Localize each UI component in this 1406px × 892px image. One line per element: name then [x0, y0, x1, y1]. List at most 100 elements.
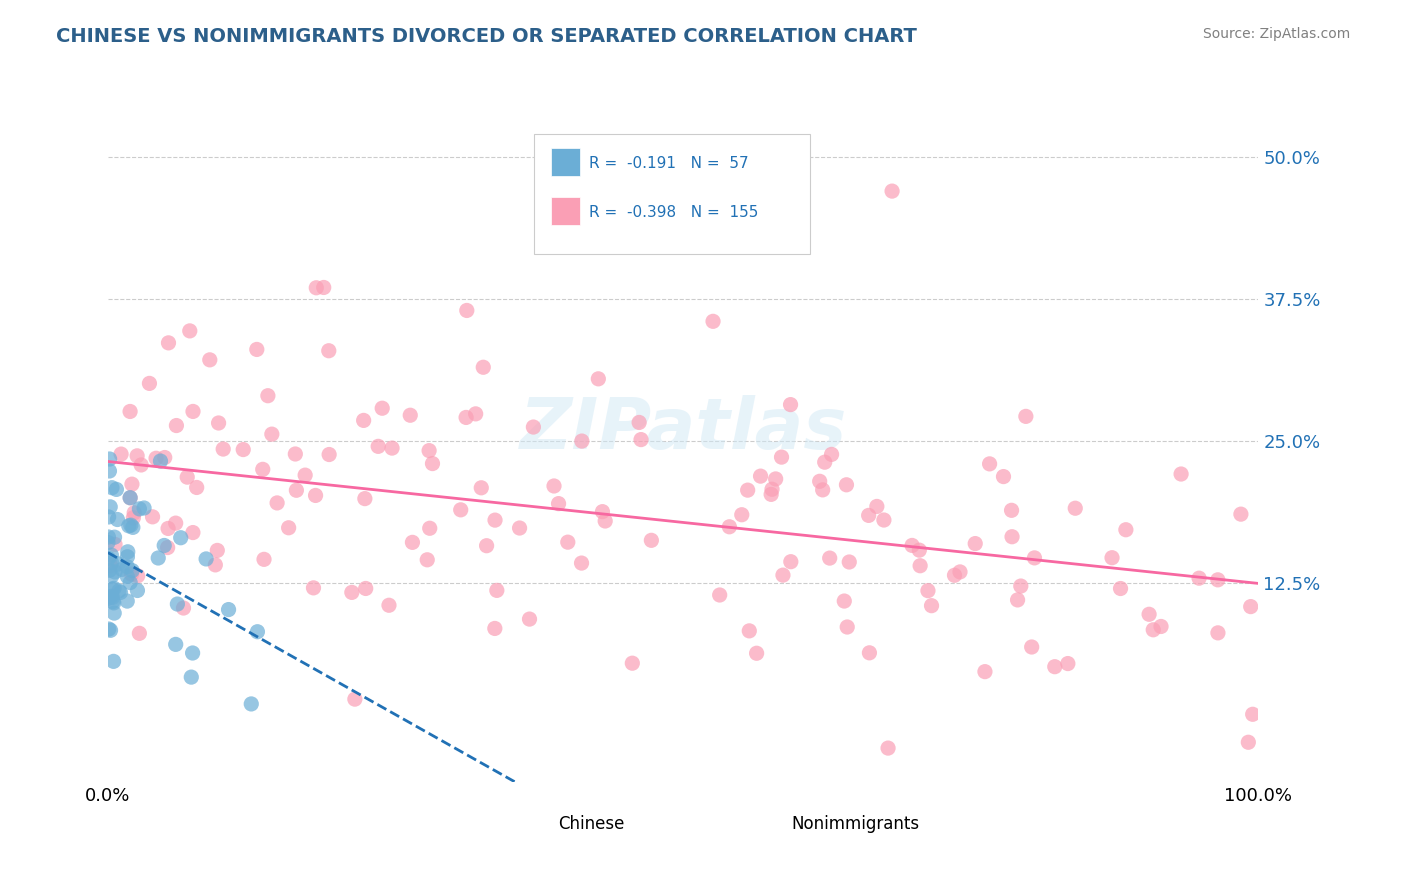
Nonimmigrants — [165, 516, 187, 530]
Nonimmigrants — [1024, 550, 1046, 565]
Nonimmigrants — [472, 360, 495, 375]
Nonimmigrants — [294, 468, 316, 483]
Chinese — [120, 518, 142, 533]
Chinese — [100, 548, 122, 562]
Nonimmigrants — [1137, 607, 1160, 622]
Nonimmigrants — [1015, 409, 1038, 424]
Nonimmigrants — [246, 343, 269, 357]
Chinese — [107, 557, 129, 571]
Chinese — [103, 596, 125, 610]
Nonimmigrants — [814, 455, 837, 469]
FancyBboxPatch shape — [534, 134, 810, 253]
Chinese — [115, 559, 138, 574]
Nonimmigrants — [832, 594, 855, 608]
Nonimmigrants — [198, 352, 221, 367]
Chinese — [103, 606, 125, 620]
Nonimmigrants — [312, 280, 335, 294]
FancyBboxPatch shape — [793, 814, 813, 835]
Nonimmigrants — [1109, 582, 1132, 596]
Chinese — [97, 510, 120, 524]
FancyBboxPatch shape — [522, 814, 543, 835]
Nonimmigrants — [104, 537, 127, 551]
Chinese — [166, 597, 188, 611]
Nonimmigrants — [253, 552, 276, 566]
Nonimmigrants — [173, 601, 195, 615]
Nonimmigrants — [873, 513, 896, 527]
Chinese — [100, 624, 122, 638]
Chinese — [97, 551, 120, 566]
Nonimmigrants — [122, 506, 145, 520]
Nonimmigrants — [1021, 640, 1043, 654]
Nonimmigrants — [1188, 571, 1211, 585]
Chinese — [121, 564, 143, 578]
Chinese — [101, 582, 124, 596]
Nonimmigrants — [1237, 735, 1260, 749]
Chinese — [105, 483, 128, 497]
Nonimmigrants — [120, 404, 142, 418]
Nonimmigrants — [266, 496, 288, 510]
Nonimmigrants — [718, 520, 741, 534]
Chinese — [165, 637, 187, 651]
Chinese — [246, 624, 269, 639]
Chinese — [127, 583, 149, 598]
Nonimmigrants — [232, 442, 254, 457]
Nonimmigrants — [640, 533, 662, 548]
Nonimmigrants — [157, 521, 180, 535]
Nonimmigrants — [156, 541, 179, 555]
Nonimmigrants — [543, 479, 565, 493]
Nonimmigrants — [1101, 550, 1123, 565]
Chinese — [181, 646, 204, 660]
Chinese — [98, 452, 121, 467]
Nonimmigrants — [399, 409, 422, 423]
Nonimmigrants — [484, 622, 506, 636]
Nonimmigrants — [207, 543, 229, 558]
Nonimmigrants — [943, 568, 966, 582]
Nonimmigrants — [371, 401, 394, 416]
Nonimmigrants — [121, 477, 143, 491]
Chinese — [120, 491, 142, 505]
Nonimmigrants — [993, 469, 1015, 483]
Nonimmigrants — [702, 314, 724, 328]
Nonimmigrants — [260, 427, 283, 442]
Chinese — [149, 454, 172, 468]
Nonimmigrants — [419, 521, 441, 535]
Nonimmigrants — [456, 410, 478, 425]
Nonimmigrants — [1142, 623, 1164, 637]
Chinese — [98, 563, 121, 577]
Chinese — [97, 591, 120, 606]
Nonimmigrants — [128, 626, 150, 640]
Chinese — [218, 602, 240, 616]
Nonimmigrants — [318, 448, 340, 462]
Chinese — [128, 501, 150, 516]
Nonimmigrants — [378, 599, 401, 613]
Chinese — [104, 565, 127, 579]
Nonimmigrants — [129, 458, 152, 472]
Text: Nonimmigrants: Nonimmigrants — [792, 815, 920, 833]
Nonimmigrants — [820, 447, 842, 461]
Nonimmigrants — [450, 503, 472, 517]
Nonimmigrants — [519, 612, 541, 626]
Nonimmigrants — [837, 620, 859, 634]
Chinese — [111, 562, 134, 576]
Nonimmigrants — [305, 281, 328, 295]
Chinese — [110, 585, 132, 599]
Text: Source: ZipAtlas.com: Source: ZipAtlas.com — [1202, 27, 1350, 41]
Nonimmigrants — [745, 646, 768, 660]
Text: R =  -0.191   N =  57: R = -0.191 N = 57 — [589, 156, 748, 171]
Nonimmigrants — [811, 483, 834, 497]
Chinese — [153, 539, 176, 553]
Nonimmigrants — [779, 555, 801, 569]
Nonimmigrants — [593, 514, 616, 528]
Nonimmigrants — [621, 657, 644, 671]
Nonimmigrants — [1170, 467, 1192, 481]
Chinese — [108, 583, 131, 598]
Nonimmigrants — [759, 487, 782, 501]
Nonimmigrants — [770, 450, 793, 464]
Nonimmigrants — [509, 521, 531, 535]
Chinese — [101, 591, 124, 605]
Nonimmigrants — [630, 433, 652, 447]
Nonimmigrants — [354, 582, 377, 596]
Nonimmigrants — [1064, 501, 1087, 516]
Nonimmigrants — [547, 497, 569, 511]
Nonimmigrants — [470, 481, 492, 495]
